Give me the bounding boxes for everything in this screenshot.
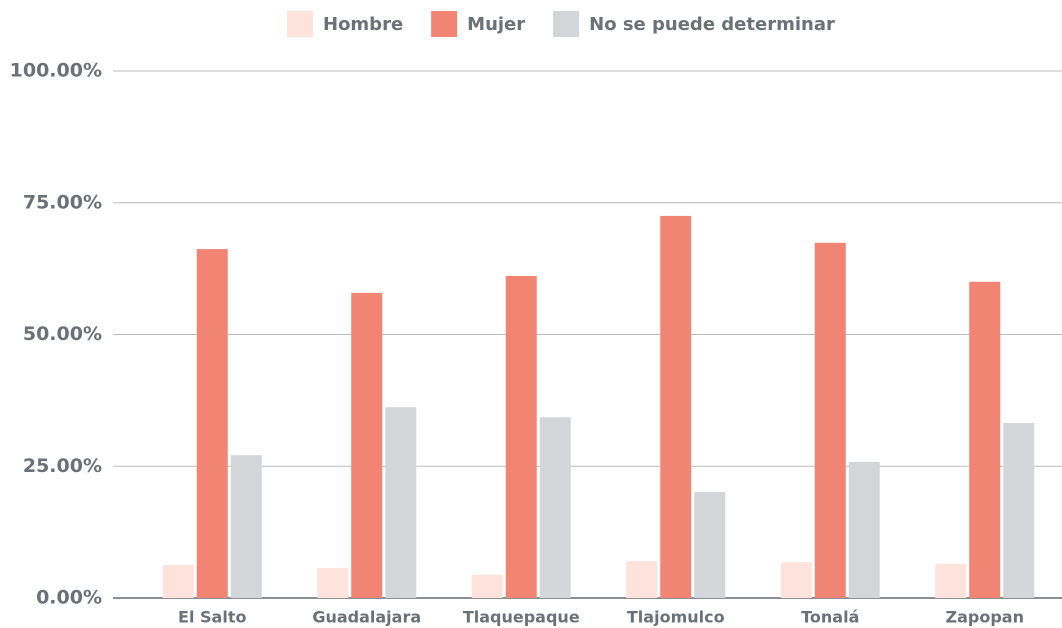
legend-swatch <box>553 11 580 37</box>
x-tick-label: El Salto <box>178 608 246 627</box>
bar <box>162 564 194 598</box>
y-tick-label: 100.00% <box>10 60 102 82</box>
bar <box>351 292 383 598</box>
bar <box>196 249 228 598</box>
bar <box>626 561 658 598</box>
bar <box>694 492 726 598</box>
x-tick-label: Tlajomulco <box>627 608 725 627</box>
x-tick-label: Tlaquepaque <box>463 608 580 627</box>
bar <box>969 281 1001 598</box>
x-tick-label: Guadalajara <box>312 608 421 627</box>
legend-swatch <box>431 11 458 37</box>
bar <box>385 407 417 598</box>
legend-swatch <box>287 11 313 37</box>
bar <box>935 563 967 598</box>
bar <box>848 462 880 598</box>
bar <box>780 562 812 598</box>
bar <box>814 242 846 598</box>
legend-label: Mujer <box>467 14 525 35</box>
bar <box>230 455 262 598</box>
bar <box>317 567 349 598</box>
x-tick-label: Tonalá <box>801 608 859 627</box>
bar <box>471 574 503 598</box>
y-tick-label: 0.00% <box>36 587 102 609</box>
bar <box>660 215 692 599</box>
legend-label: No se puede determinar <box>589 14 835 35</box>
y-tick-label: 25.00% <box>23 455 102 477</box>
y-tick-label: 50.00% <box>23 323 102 345</box>
y-tick-label: 75.00% <box>23 191 102 213</box>
legend-label: Hombre <box>323 14 403 35</box>
x-tick-label: Zapopan <box>946 608 1024 627</box>
bar <box>1003 423 1035 598</box>
bar <box>505 276 537 598</box>
bar <box>539 417 571 598</box>
